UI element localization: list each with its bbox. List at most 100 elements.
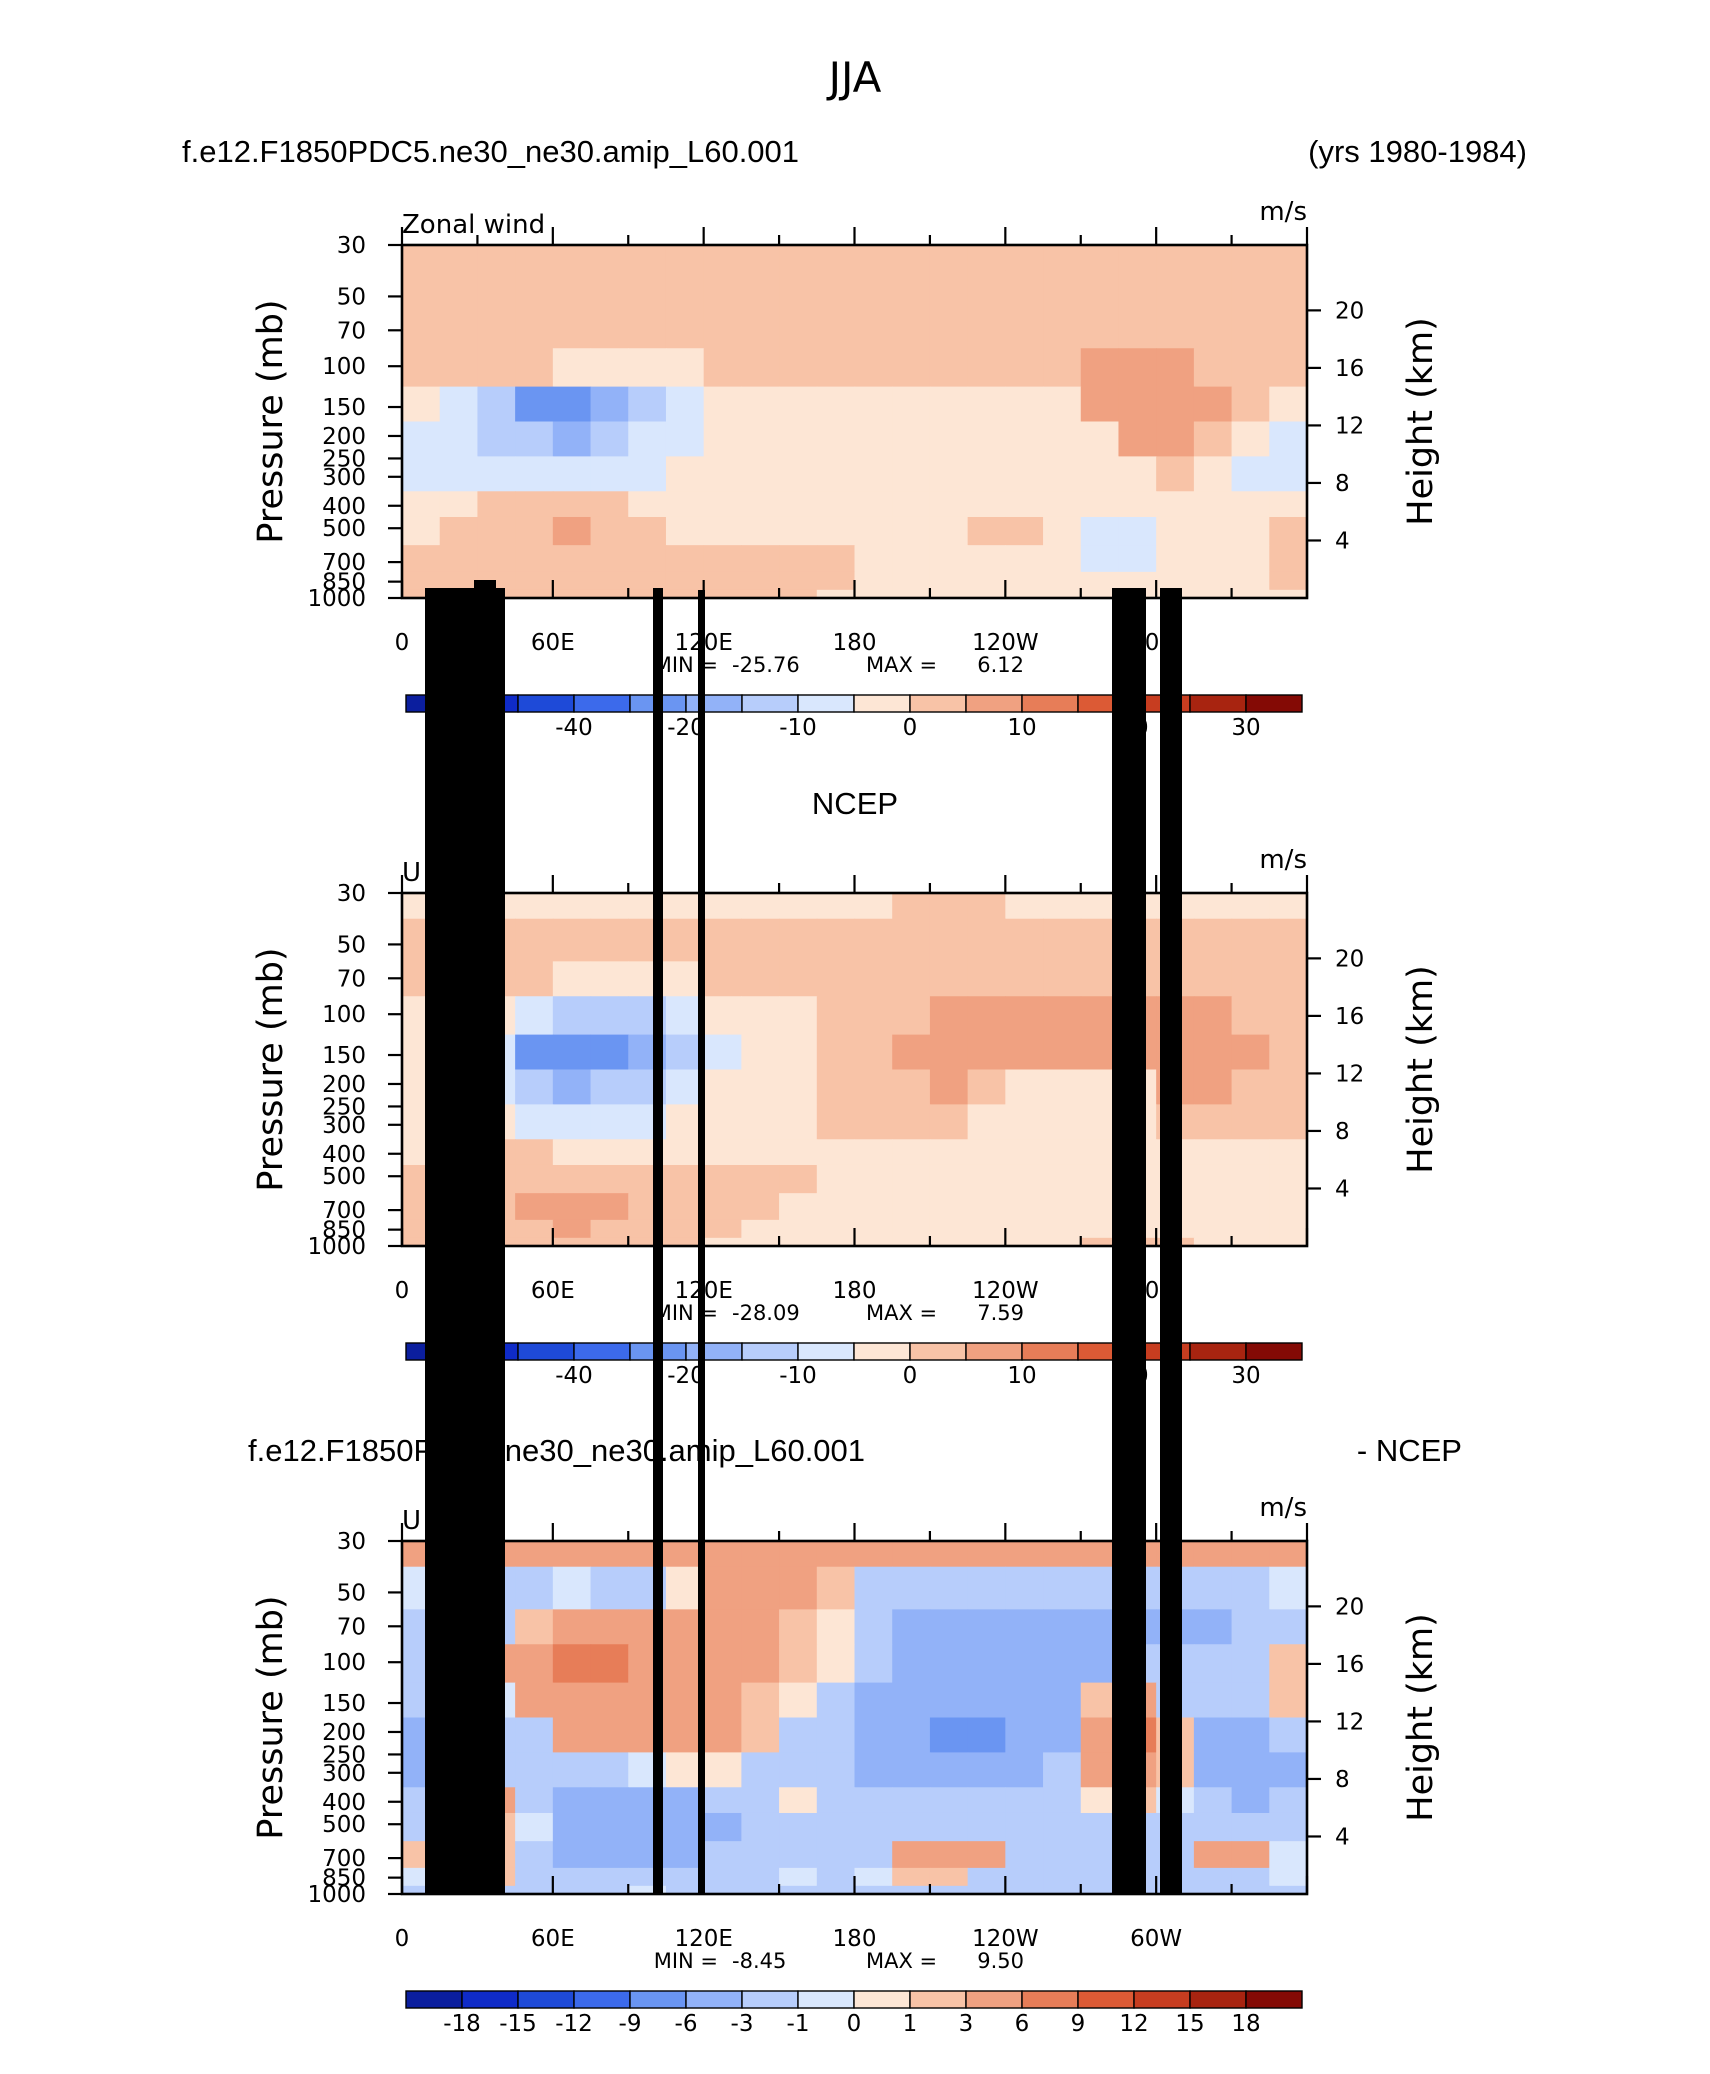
field-cell — [779, 348, 818, 388]
field-cell — [741, 1812, 780, 1842]
field-cell — [1269, 1104, 1308, 1140]
field-cell — [1231, 571, 1270, 591]
field-cell — [779, 1104, 818, 1140]
field-cell — [779, 1219, 818, 1239]
field-cell — [854, 918, 893, 962]
field-cell — [929, 893, 969, 920]
field-cell — [816, 386, 856, 423]
colorbar-segment — [1245, 1342, 1303, 1361]
field-cell — [929, 456, 969, 492]
field-cell — [1193, 1139, 1233, 1166]
field-cell — [816, 1867, 856, 1887]
field-cell — [1231, 348, 1270, 388]
field-cell — [967, 1841, 1006, 1869]
field-cell — [515, 456, 554, 492]
field-cell — [515, 918, 554, 962]
field-cell — [552, 589, 592, 599]
field-cell — [929, 1841, 969, 1869]
field-cell — [741, 348, 780, 388]
field-cell — [1193, 1219, 1233, 1239]
field-cell — [816, 996, 856, 1036]
field-cell — [515, 516, 554, 546]
field-cell — [967, 1034, 1006, 1071]
field-cell — [1193, 1752, 1233, 1788]
field-cell — [703, 1139, 742, 1166]
field-cell — [703, 1541, 742, 1568]
field-cell — [892, 1841, 931, 1869]
field-cell — [854, 571, 893, 591]
y-tick-label: 70 — [337, 318, 366, 344]
field-cell — [665, 1139, 705, 1166]
field-cell — [741, 1885, 780, 1895]
field-cell — [1005, 1541, 1044, 1568]
field-cell — [854, 348, 893, 388]
field-cell — [967, 996, 1006, 1036]
field-cell — [1269, 1069, 1308, 1105]
field-cell — [1080, 313, 1120, 349]
colorbar-segment — [797, 1342, 855, 1361]
field-cell — [552, 918, 592, 962]
colorbar-segment — [1189, 694, 1247, 713]
max-value: 9.50 — [977, 1949, 1024, 1973]
field-cell — [967, 1717, 1006, 1753]
field-cell — [854, 1104, 893, 1140]
field-cell — [552, 1812, 592, 1842]
colorbar-segment — [797, 694, 855, 713]
field-cell — [1156, 491, 1195, 518]
field-cell — [1156, 421, 1195, 457]
field-cell — [1193, 1609, 1233, 1645]
field-cell — [816, 1841, 856, 1869]
field-cell — [665, 1164, 705, 1194]
field-cell — [779, 1885, 818, 1895]
field-cell — [779, 1752, 818, 1788]
field-cell — [1193, 1034, 1233, 1071]
field-cell — [665, 893, 705, 920]
field-cell — [1269, 313, 1308, 349]
field-cell — [1193, 1566, 1233, 1610]
colorbar-segment — [1077, 1990, 1135, 2009]
field-cell — [1005, 1193, 1044, 1221]
field-cell — [854, 1717, 893, 1753]
field-cell — [515, 313, 554, 349]
field-cell — [892, 1237, 931, 1247]
colorbar-segment — [573, 1990, 631, 2009]
field-cell — [741, 1193, 780, 1221]
field-cell — [703, 491, 742, 518]
variable-label: U — [402, 858, 421, 888]
field-cell — [1269, 1867, 1308, 1887]
field-cell — [929, 571, 969, 591]
field-cell — [515, 1787, 554, 1814]
field-cell — [854, 1069, 893, 1105]
field-cell — [1005, 1812, 1044, 1842]
field-cell — [1231, 421, 1270, 457]
field-cell — [1231, 1841, 1270, 1869]
field-cell — [1005, 1139, 1044, 1166]
field-cell — [741, 1237, 780, 1247]
field-cell — [741, 1164, 780, 1194]
field-cell — [1193, 545, 1233, 573]
height-tick-label: 8 — [1335, 471, 1350, 497]
field-cell — [1005, 1219, 1044, 1239]
field-cell — [967, 1069, 1006, 1105]
field-cell — [1193, 1164, 1233, 1194]
field-cell — [892, 1609, 931, 1645]
field-cell — [854, 589, 893, 599]
field-cell — [967, 893, 1006, 920]
field-cell — [892, 545, 931, 573]
y-axis-label: Pressure (mb) — [251, 299, 291, 543]
field-cell — [892, 1787, 931, 1814]
min-label: MIN = — [654, 653, 718, 677]
y-tick-label: 850 — [322, 1866, 366, 1892]
field-cell — [665, 386, 705, 423]
x-tick-label: 120W — [972, 1926, 1039, 1952]
field-cell — [590, 1069, 629, 1105]
field-cell — [779, 270, 818, 314]
field-cell — [1193, 1812, 1233, 1842]
field-cell — [1231, 313, 1270, 349]
field-cell — [590, 1541, 629, 1568]
field-cell — [929, 1609, 969, 1645]
field-cell — [1269, 1644, 1308, 1684]
field-cell — [1269, 1193, 1308, 1221]
field-cell — [552, 893, 592, 920]
